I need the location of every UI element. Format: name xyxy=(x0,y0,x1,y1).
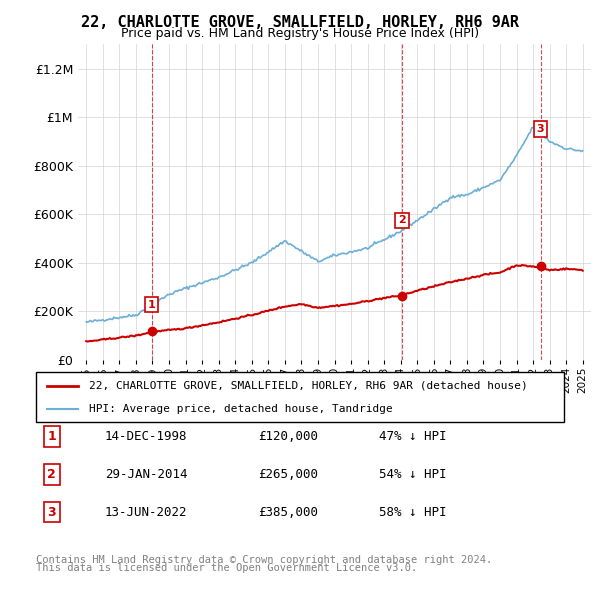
Text: 58% ↓ HPI: 58% ↓ HPI xyxy=(379,506,446,519)
Text: 2: 2 xyxy=(47,468,56,481)
Text: 3: 3 xyxy=(47,506,56,519)
Text: 54% ↓ HPI: 54% ↓ HPI xyxy=(379,468,446,481)
Text: HPI: Average price, detached house, Tandridge: HPI: Average price, detached house, Tand… xyxy=(89,404,392,414)
Text: 3: 3 xyxy=(537,124,544,135)
Text: £120,000: £120,000 xyxy=(258,430,318,443)
Text: 29-JAN-2014: 29-JAN-2014 xyxy=(104,468,187,481)
Text: £385,000: £385,000 xyxy=(258,506,318,519)
FancyBboxPatch shape xyxy=(36,372,564,422)
Text: £265,000: £265,000 xyxy=(258,468,318,481)
Text: Price paid vs. HM Land Registry's House Price Index (HPI): Price paid vs. HM Land Registry's House … xyxy=(121,27,479,40)
Text: 14-DEC-1998: 14-DEC-1998 xyxy=(104,430,187,443)
Text: 1: 1 xyxy=(47,430,56,443)
Text: 22, CHARLOTTE GROVE, SMALLFIELD, HORLEY, RH6 9AR (detached house): 22, CHARLOTTE GROVE, SMALLFIELD, HORLEY,… xyxy=(89,381,527,391)
Text: 2: 2 xyxy=(398,215,406,225)
Text: 47% ↓ HPI: 47% ↓ HPI xyxy=(379,430,446,443)
Text: Contains HM Land Registry data © Crown copyright and database right 2024.: Contains HM Land Registry data © Crown c… xyxy=(36,555,492,565)
Text: This data is licensed under the Open Government Licence v3.0.: This data is licensed under the Open Gov… xyxy=(36,563,417,573)
Text: 13-JUN-2022: 13-JUN-2022 xyxy=(104,506,187,519)
Text: 22, CHARLOTTE GROVE, SMALLFIELD, HORLEY, RH6 9AR: 22, CHARLOTTE GROVE, SMALLFIELD, HORLEY,… xyxy=(81,15,519,30)
Text: 1: 1 xyxy=(148,300,155,310)
